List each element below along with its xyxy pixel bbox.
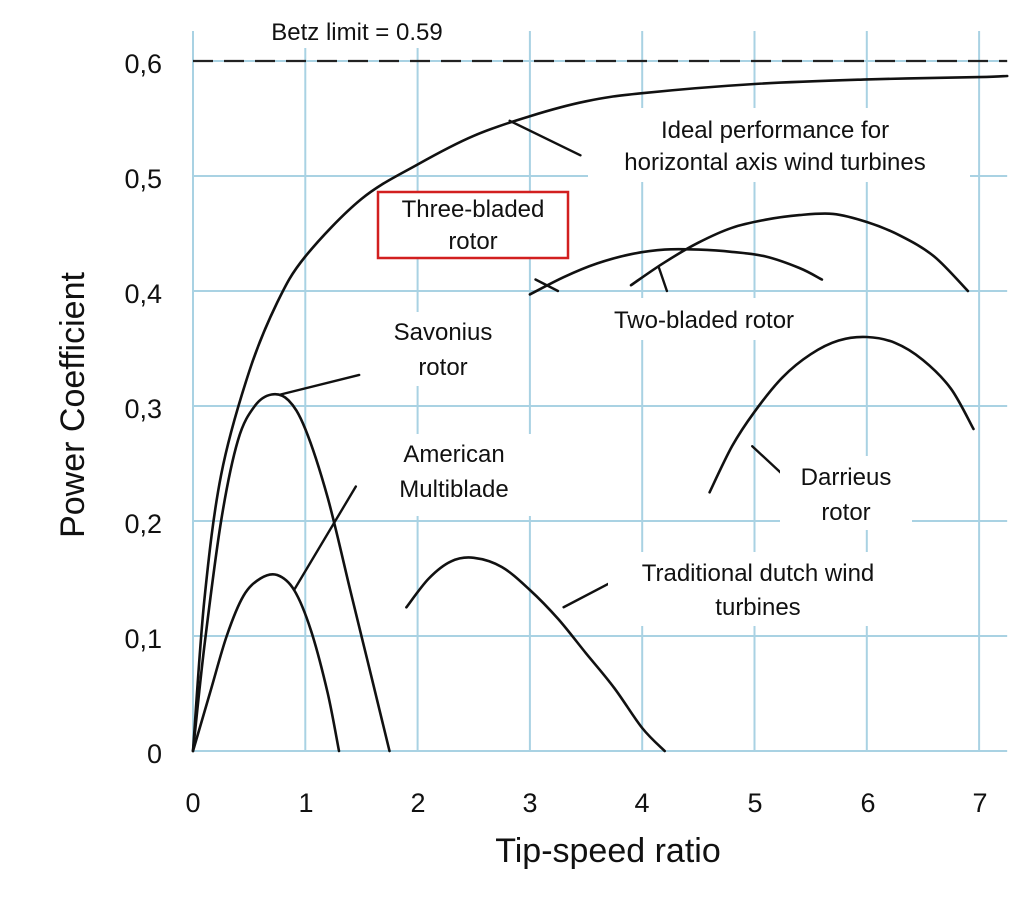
savonius-label-line1: Savonius (394, 319, 493, 346)
x-tick-label: 1 (298, 788, 313, 818)
x-tick-label: 0 (185, 788, 200, 818)
annotation-leader-line (292, 485, 358, 592)
ideal-label-line2: horizontal axis wind turbines (624, 149, 926, 176)
x-tick-label: 2 (410, 788, 425, 818)
savonius-label-bg (370, 312, 516, 386)
x-tick-label: 6 (860, 788, 875, 818)
series-line-ideal-performance-for-horizontal-axis-wind-turbines (191, 74, 1009, 753)
y-tick-label: 0 (147, 739, 162, 769)
american-label-line2: Multiblade (399, 476, 508, 503)
y-tick-label: 0,4 (124, 279, 162, 309)
annotation-leader-line (657, 266, 669, 293)
x-tick-label: 5 (747, 788, 762, 818)
annotation-leader-line (508, 119, 582, 157)
series-line-two-bladed-rotor (629, 212, 970, 293)
betz-limit-label: Betz limit = 0.59 (271, 19, 442, 46)
series-line-savonius-rotor (191, 392, 391, 753)
series-line-traditional-dutch-wind-turbines (405, 556, 666, 753)
y-axis-title: Power Coefficient (54, 272, 92, 538)
x-tick-label: 4 (634, 788, 649, 818)
three-bladed-label-line1: Three-bladed (402, 196, 545, 223)
x-tick-labels: 0 1 2 3 4 5 6 7 (185, 788, 987, 818)
dutch-label-line1: Traditional dutch wind (642, 560, 875, 587)
y-tick-label: 0,6 (124, 49, 162, 79)
three-bladed-highlight-box (376, 190, 570, 260)
three-bladed-label-line2: rotor (448, 228, 497, 255)
y-tick-label: 0,3 (124, 394, 162, 424)
dutch-label-line2: turbines (715, 594, 800, 621)
annotation-leader-line (279, 373, 361, 396)
two-bladed-label: Two-bladed rotor (614, 307, 794, 334)
american-label-line1: American (403, 441, 504, 468)
american-label-bg (376, 434, 532, 516)
y-tick-label: 0,1 (124, 624, 162, 654)
x-tick-label: 7 (972, 788, 987, 818)
y-tick-label: 0,2 (124, 509, 162, 539)
annotation-leader-line (534, 278, 560, 293)
series-line-three-bladed-rotor (528, 247, 824, 296)
axes (192, 31, 1008, 752)
x-axis-title: Tip-speed ratio (495, 832, 721, 870)
series-line-american-multiblade (191, 572, 341, 753)
annotation-labels: Betz limit = 0.59 Ideal performance for … (248, 12, 970, 626)
savonius-label-line2: rotor (418, 354, 467, 381)
ideal-label-line1: Ideal performance for (661, 117, 889, 144)
y-tick-label: 0,5 (124, 164, 162, 194)
betz-label-bg (248, 12, 468, 48)
series-line-darrieus-rotor (708, 335, 975, 494)
dutch-label-bg (608, 552, 908, 626)
annotation-leader-line (562, 579, 616, 609)
x-tick-label: 3 (522, 788, 537, 818)
series-curves (191, 74, 1009, 753)
darrieus-label-bg (780, 456, 912, 530)
darrieus-label-line1: Darrieus (801, 464, 892, 491)
ideal-label-bg (588, 108, 970, 182)
y-tick-labels: 0 0,1 0,2 0,3 0,4 0,5 0,6 (124, 49, 162, 769)
darrieus-label-line2: rotor (821, 499, 870, 526)
two-bladed-label-bg (588, 298, 822, 340)
